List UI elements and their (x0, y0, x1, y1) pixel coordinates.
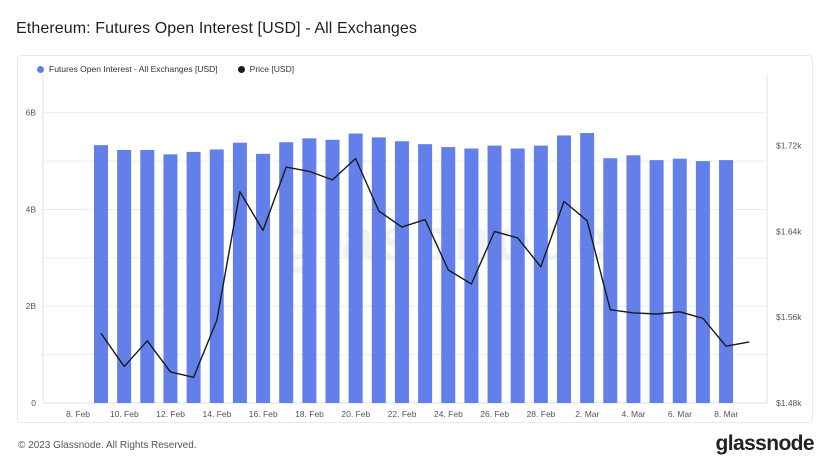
y-right-tick-label: $1.64k (776, 226, 802, 236)
chart-card (17, 55, 813, 423)
oi-bar (533, 145, 548, 403)
x-tick-label: 24. Feb (434, 409, 463, 419)
legend-item-price[interactable]: Price [USD] (237, 64, 295, 74)
oi-bar (418, 144, 433, 403)
oi-bar (371, 137, 386, 403)
oi-bar (232, 142, 247, 403)
x-tick-label: 22. Feb (388, 409, 417, 419)
oi-bar (464, 148, 479, 403)
legend-dot-icon (37, 65, 44, 73)
x-tick-label: 4. Mar (622, 409, 646, 419)
x-tick-label: 26. Feb (480, 409, 509, 419)
oi-bar (394, 141, 409, 403)
y-left-tick-label: 4B (26, 204, 37, 214)
x-tick-label: 14. Feb (202, 409, 231, 419)
glassnode-logo: glassnode (715, 432, 815, 455)
x-tick-label: 18. Feb (295, 409, 324, 419)
x-tick-label: 2. Mar (575, 409, 599, 419)
y-right-tick-label: $1.56k (776, 312, 802, 322)
copyright-footer: © 2023 Glassnode. All Rights Reserved. (18, 440, 197, 451)
oi-bar (649, 160, 664, 403)
oi-bar (719, 160, 734, 403)
oi-bar (487, 145, 502, 403)
oi-bar (441, 147, 456, 403)
chart-legend: Futures Open Interest - All Exchanges [U… (37, 64, 294, 74)
x-tick-label: 20. Feb (341, 409, 370, 419)
chart-title: Ethereum: Futures Open Interest [USD] - … (16, 20, 418, 37)
y-right-tick-label: $1.48k (776, 398, 802, 408)
x-tick-label: 10. Feb (110, 409, 139, 419)
y-left-tick-label: 6B (26, 108, 37, 118)
oi-bar (302, 138, 317, 404)
legend-label-open-interest: Futures Open Interest - All Exchanges [U… (49, 64, 218, 74)
legend-dot-icon (237, 65, 245, 73)
oi-bar (603, 158, 618, 403)
oi-bar (186, 151, 201, 403)
price-line (100, 157, 750, 378)
oi-bar (94, 145, 108, 403)
x-tick-label: 28. Feb (527, 409, 556, 419)
oi-bar (163, 154, 178, 403)
y-left-tick-label: 2B (26, 301, 37, 311)
x-tick-label: 16. Feb (249, 409, 278, 419)
x-tick-label: 12. Feb (156, 409, 185, 419)
oi-bar (580, 133, 595, 403)
oi-bar (626, 155, 641, 403)
oi-bar (695, 161, 710, 403)
oi-bar (510, 148, 525, 403)
oi-bar (279, 142, 294, 403)
legend-item-open-interest[interactable]: Futures Open Interest - All Exchanges [U… (37, 64, 218, 74)
oi-bar (325, 139, 340, 404)
x-tick-label: 8. Feb (66, 409, 90, 419)
oi-bar (557, 135, 571, 403)
oi-bar (117, 149, 132, 403)
oi-bar (140, 149, 155, 403)
x-tick-label: 6. Mar (668, 409, 692, 419)
legend-label-price: Price [USD] (249, 64, 295, 74)
oi-bar (348, 133, 363, 403)
y-right-tick-label: $1.72k (776, 141, 802, 151)
x-tick-label: 8. Mar (714, 409, 738, 419)
oi-bar (672, 158, 687, 403)
oi-bar (256, 153, 271, 403)
oi-bar (209, 149, 224, 403)
y-left-tick-label: 0 (31, 398, 36, 408)
